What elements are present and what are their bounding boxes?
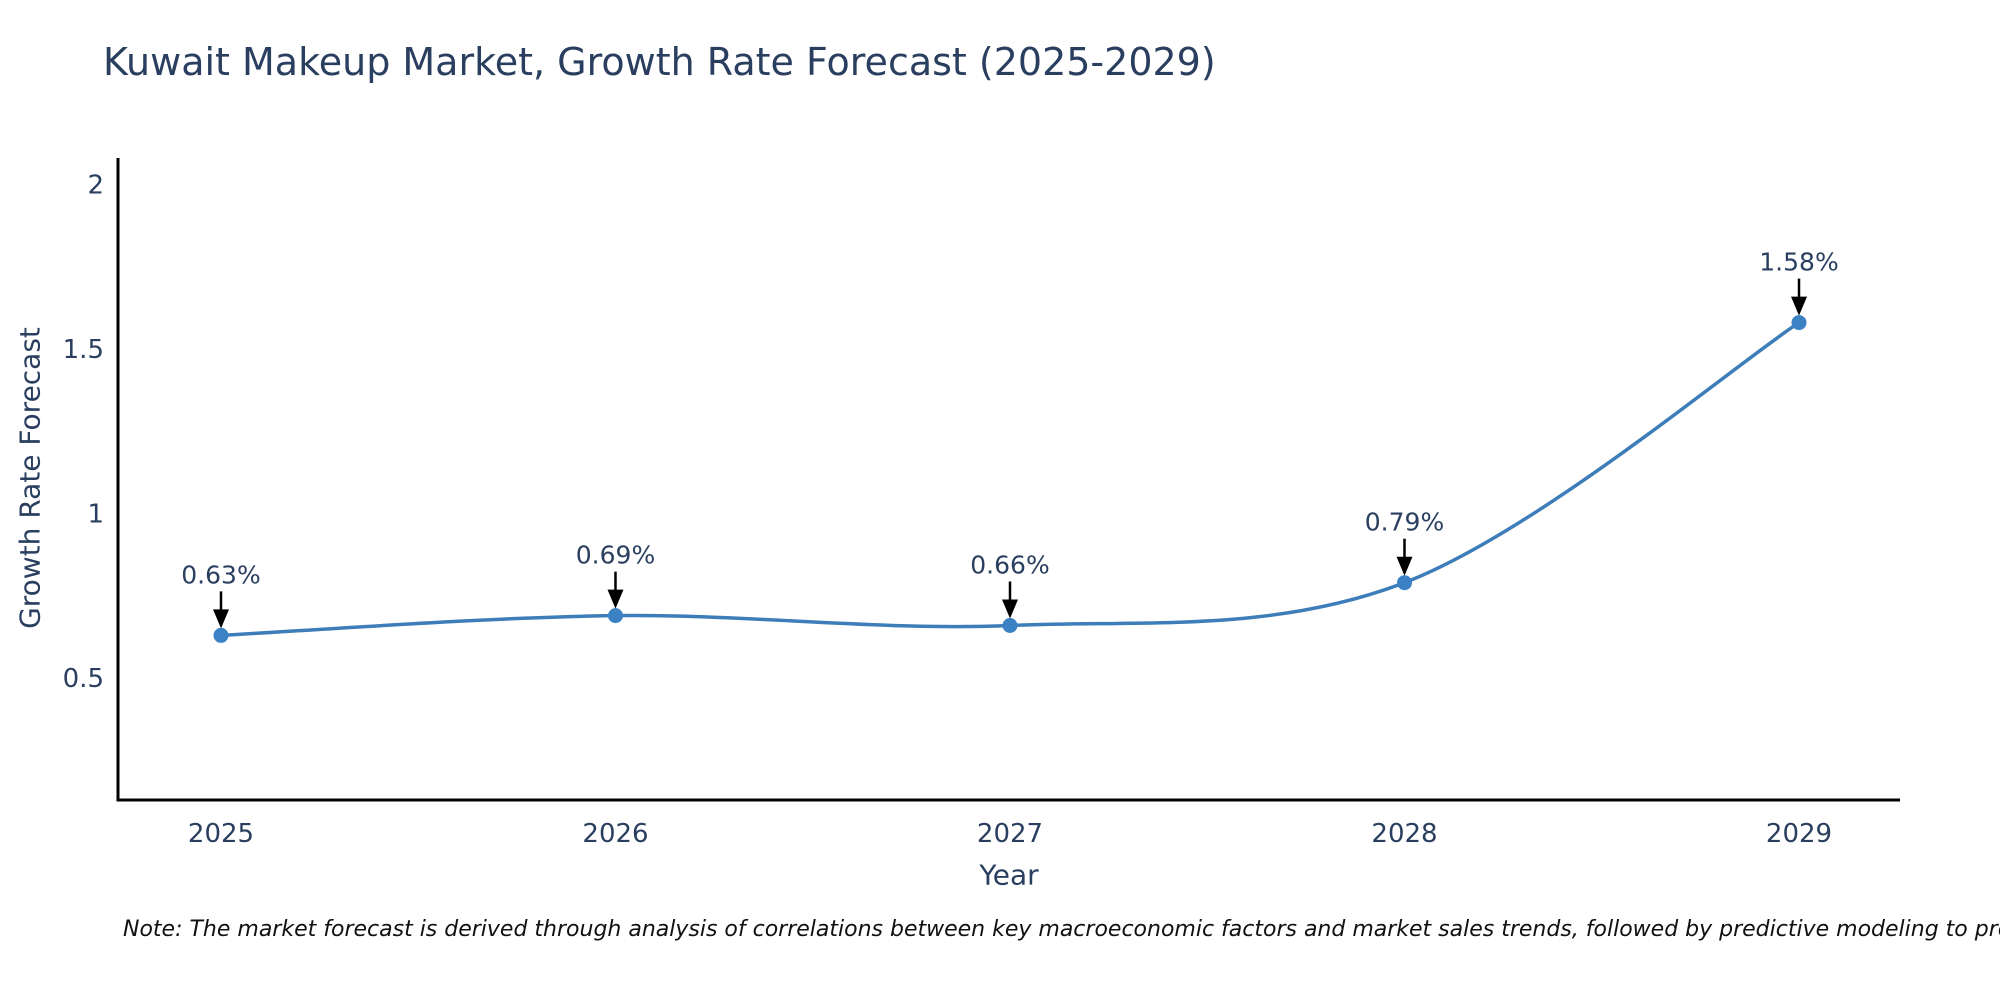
x-tick-label: 2028	[1371, 819, 1437, 849]
data-point-marker	[1397, 575, 1412, 591]
annotation-arrowhead-icon	[607, 589, 624, 609]
data-point-marker	[1002, 618, 1018, 634]
point-annotation-label: 1.58%	[1759, 248, 1838, 277]
annotation-arrowhead-icon	[1791, 296, 1807, 316]
x-tick-label: 2026	[582, 819, 648, 849]
x-axis-title: Year	[979, 858, 1039, 892]
data-point-marker	[213, 627, 229, 643]
data-point-marker	[608, 608, 623, 624]
point-annotation-label: 0.66%	[970, 551, 1049, 580]
x-tick-label: 2025	[188, 819, 254, 849]
annotation-arrowhead-icon	[213, 609, 229, 629]
annotation-arrowhead-icon	[1002, 599, 1018, 619]
x-tick-label: 2029	[1766, 819, 1832, 849]
data-point-marker	[1791, 315, 1807, 331]
y-tick-label: 2	[87, 170, 104, 200]
y-tick-label: 0.5	[63, 664, 104, 694]
axis-lines	[116, 158, 1900, 802]
point-annotation-label: 0.69%	[576, 541, 655, 570]
chart-title: Kuwait Makeup Market, Growth Rate Foreca…	[103, 40, 1216, 84]
y-tick-label: 1.5	[63, 335, 104, 365]
point-annotation-label: 0.63%	[181, 560, 260, 589]
x-tick-label: 2027	[977, 819, 1043, 849]
forecast-line	[219, 320, 1801, 638]
point-annotation-label: 0.79%	[1365, 508, 1444, 537]
chart-note: Note: The market forecast is derived thr…	[123, 917, 2000, 942]
y-tick-label: 1	[87, 500, 104, 530]
annotation-arrowhead-icon	[1396, 556, 1413, 576]
